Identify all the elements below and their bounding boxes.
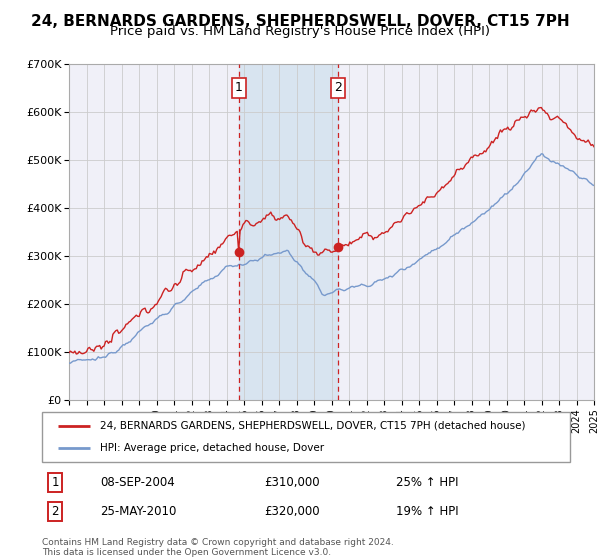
Text: HPI: Average price, detached house, Dover: HPI: Average price, detached house, Dove…	[100, 443, 324, 453]
Text: 2: 2	[334, 81, 342, 95]
Text: 24, BERNARDS GARDENS, SHEPHERDSWELL, DOVER, CT15 7PH: 24, BERNARDS GARDENS, SHEPHERDSWELL, DOV…	[31, 14, 569, 29]
Text: 2: 2	[52, 505, 59, 518]
Text: £310,000: £310,000	[264, 475, 319, 489]
Text: 1: 1	[52, 475, 59, 489]
Text: 25-MAY-2010: 25-MAY-2010	[100, 505, 176, 518]
Text: Contains HM Land Registry data © Crown copyright and database right 2024.
This d: Contains HM Land Registry data © Crown c…	[42, 538, 394, 557]
Text: 08-SEP-2004: 08-SEP-2004	[100, 475, 175, 489]
Text: 1: 1	[235, 81, 242, 95]
Text: 19% ↑ HPI: 19% ↑ HPI	[396, 505, 458, 518]
Bar	[239, 64, 338, 400]
Text: £320,000: £320,000	[264, 505, 319, 518]
Text: 24, BERNARDS GARDENS, SHEPHERDSWELL, DOVER, CT15 7PH (detached house): 24, BERNARDS GARDENS, SHEPHERDSWELL, DOV…	[100, 421, 526, 431]
Text: Price paid vs. HM Land Registry's House Price Index (HPI): Price paid vs. HM Land Registry's House …	[110, 25, 490, 38]
Text: 25% ↑ HPI: 25% ↑ HPI	[396, 475, 458, 489]
